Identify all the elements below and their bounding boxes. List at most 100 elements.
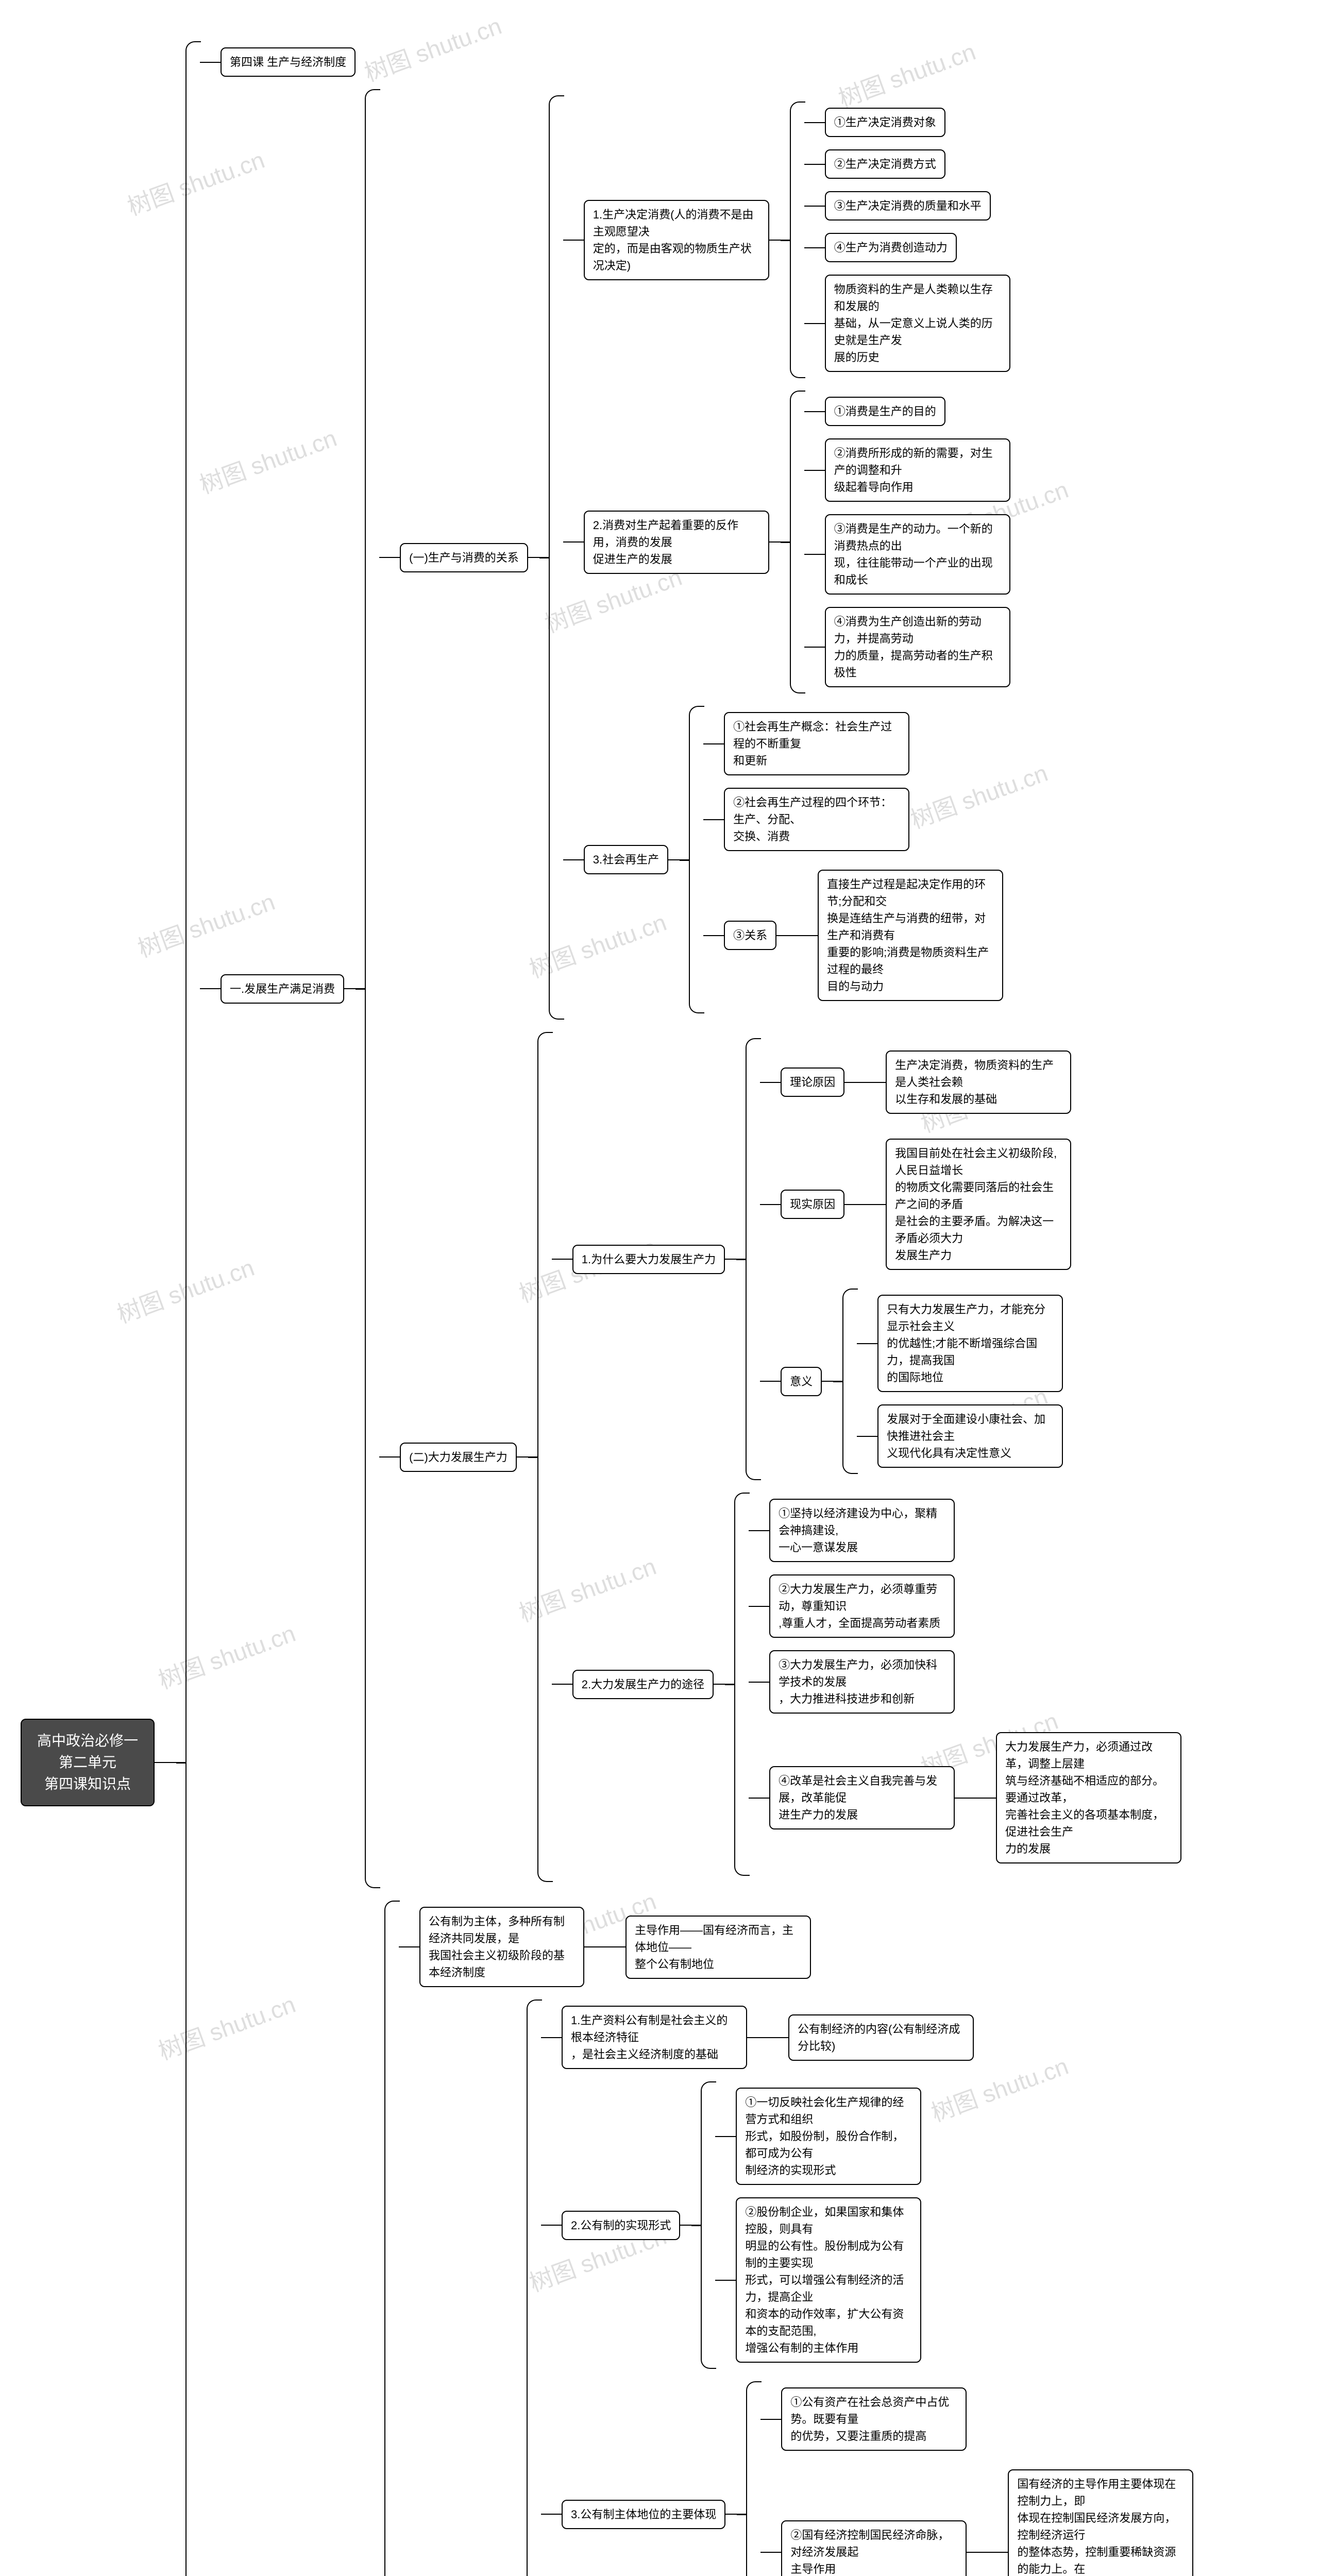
branch: ③关系 直接生产过程是起决定作用的环节;分配和交 换是连结生产与消费的纽带，对生产…	[703, 863, 1003, 1007]
root-children: 第四课 生产与经济制度一.发展生产满足消费 (一)生产与消费的关系 1.生产决定消费…	[200, 41, 1215, 2576]
branch: 主导作用——国有经济而言，主体地位—— 整个公有制地位	[605, 1916, 811, 1979]
node: ③生产决定消费的质量和水平	[825, 191, 991, 221]
branch: 生产决定消费，物质资料的生产是人类社会赖 以生存和发展的基础	[865, 1050, 1071, 1114]
branch: ③大力发展生产力，必须加快科学技术的发展 ，大力推进科技进步和创新	[749, 1650, 1181, 1714]
children: ①社会再生产概念：社会生产过程的不断重复 和更新 ②社会再生产过程的四个环节：生产…	[703, 706, 1003, 1013]
branch: 1.为什么要大力发展生产力 理论原因 生产决定消费，物质资料的生产是人类社会赖 以生…	[552, 1038, 1181, 1480]
children: 主导作用——国有经济而言，主体地位—— 整个公有制地位	[605, 1909, 811, 1985]
branch: 只有大力发展生产力，才能充分显示社会主义 的优越性;才能不断增强综合国力，提高我…	[857, 1295, 1063, 1392]
node: ③消费是生产的动力。一个新的消费热点的出 现，往往能带动一个产业的出现和成长	[825, 514, 1010, 595]
node: 2.公有制的实现形式	[562, 2211, 680, 2240]
children: ①消费是生产的目的 ②消费所形成的新的需要，对生产的调整和升 级起着导向作用 ③消费…	[804, 391, 1010, 693]
branch: 国有经济的主导作用主要体现在控制力上，即 体现在控制国民经济发展方向，控制经济运…	[987, 2469, 1193, 2576]
node: 1.为什么要大力发展生产力	[572, 1245, 725, 1274]
children: 生产决定消费，物质资料的生产是人类社会赖 以生存和发展的基础	[865, 1044, 1071, 1120]
branch: ①社会再生产概念：社会生产过程的不断重复 和更新	[703, 712, 1003, 775]
node: 理论原因	[781, 1067, 844, 1097]
node: 现实原因	[781, 1190, 844, 1219]
branch: ②社会再生产过程的四个环节：生产、分配、 交换、消费	[703, 788, 1003, 851]
children: 理论原因 生产决定消费，物质资料的生产是人类社会赖 以生存和发展的基础现实原因 我国…	[760, 1038, 1071, 1480]
node: 发展对于全面建设小康社会、加快推进社会主 义现代化具有决定性意义	[877, 1404, 1063, 1468]
children: 国有经济的主导作用主要体现在控制力上，即 体现在控制国民经济发展方向，控制经济运…	[987, 2463, 1193, 2576]
node: 2.大力发展生产力的途径	[572, 1670, 714, 1699]
branch: ①消费是生产的目的	[804, 397, 1010, 426]
children: (一)生产与消费的关系 1.生产决定消费(人的消费不是由主观愿望决 定的，而是由客…	[379, 89, 1181, 1888]
node: ①公有资产在社会总资产中占优势。既要有量 的优势，又要注重质的提高	[781, 2387, 967, 2451]
root-node: 高中政治必修一第二单元 第四课知识点	[21, 1719, 155, 1806]
node: 生产决定消费，物质资料的生产是人类社会赖 以生存和发展的基础	[886, 1050, 1071, 1114]
branch: 2.消费对生产起着重要的反作用，消费的发展 促进生产的发展 ①消费是生产的目的 ②消…	[563, 391, 1010, 693]
node: 直接生产过程是起决定作用的环节;分配和交 换是连结生产与消费的纽带，对生产和消费…	[818, 870, 1003, 1001]
branch: 理论原因 生产决定消费，物质资料的生产是人类社会赖 以生存和发展的基础	[760, 1044, 1071, 1120]
children: 大力发展生产力，必须通过改革，调整上层建 筑与经济基础不相适应的部分。要通过改革…	[975, 1726, 1181, 1870]
branch: 发展对于全面建设小康社会、加快推进社会主 义现代化具有决定性意义	[857, 1404, 1063, 1468]
branch: 3.公有制主体地位的主要体现①公有资产在社会总资产中占优势。既要有量 的优势，又…	[541, 2381, 1215, 2576]
branch: ②股份制企业，如果国家和集体控股，则具有 明显的公有性。股份制成为公有制的主要实…	[715, 2197, 921, 2363]
node: ②大力发展生产力，必须尊重劳动，尊重知识 ,尊重人才，全面提高劳动者素质	[769, 1574, 955, 1638]
node: ②社会再生产过程的四个环节：生产、分配、 交换、消费	[724, 788, 909, 851]
children: 1.为什么要大力发展生产力 理论原因 生产决定消费，物质资料的生产是人类社会赖 以生…	[552, 1032, 1181, 1882]
node: 2.消费对生产起着重要的反作用，消费的发展 促进生产的发展	[584, 511, 769, 574]
branch: 现实原因 我国目前处在社会主义初级阶段,人民日益增长 的物质文化需要同落后的社会生…	[760, 1132, 1071, 1276]
node: 大力发展生产力，必须通过改革，调整上层建 筑与经济基础不相适应的部分。要通过改革…	[996, 1732, 1181, 1863]
branch: 直接生产过程是起决定作用的环节;分配和交 换是连结生产与消费的纽带，对生产和消费…	[797, 870, 1003, 1001]
children: 直接生产过程是起决定作用的环节;分配和交 换是连结生产与消费的纽带，对生产和消费…	[797, 863, 1003, 1007]
node: ①坚持以经济建设为中心，聚精会神搞建设, 一心一意谋发展	[769, 1499, 955, 1562]
node: 一.发展生产满足消费	[221, 974, 344, 1004]
node: ④改革是社会主义自我完善与发展，改革能促 进生产力的发展	[769, 1766, 955, 1829]
node: ②生产决定消费方式	[825, 149, 945, 179]
branch: ②消费所形成的新的需要，对生产的调整和升 级起着导向作用	[804, 438, 1010, 502]
children: ①公有资产在社会总资产中占优势。既要有量 的优势，又要注重质的提高 ②国有经济控制…	[760, 2381, 1193, 2576]
node: (二)大力发展生产力	[400, 1443, 517, 1472]
node: ②消费所形成的新的需要，对生产的调整和升 级起着导向作用	[825, 438, 1010, 502]
node: ④生产为消费创造动力	[825, 233, 957, 262]
node: ①一切反映社会化生产规律的经营方式和组织 形式，如股份制，股份合作制，都可成为公…	[736, 2088, 921, 2185]
node: ②股份制企业，如果国家和集体控股，则具有 明显的公有性。股份制成为公有制的主要实…	[736, 2197, 921, 2363]
node: 公有制为主体，多种所有制经济共同发展，是 我国社会主义初级阶段的基本经济制度	[419, 1907, 584, 1987]
node: 意义	[781, 1367, 822, 1396]
node: 3.社会再生产	[584, 845, 668, 874]
children: 公有制经济的内容(公有制经济成分比较)	[768, 2008, 974, 2067]
branch: 第四课 生产与经济制度	[200, 47, 1215, 77]
children: 我国目前处在社会主义初级阶段,人民日益增长 的物质文化需要同落后的社会生产之间的…	[865, 1132, 1071, 1276]
node: 物质资料的生产是人类赖以生存和发展的 基础，从一定意义上说人类的历史就是生产发 …	[825, 275, 1010, 372]
node: ③关系	[724, 921, 776, 950]
node: (一)生产与消费的关系	[400, 543, 528, 572]
node: 国有经济的主导作用主要体现在控制力上，即 体现在控制国民经济发展方向，控制经济运…	[1008, 2469, 1193, 2576]
children: 1.生产决定消费(人的消费不是由主观愿望决 定的，而是由客观的物质生产状况决定)…	[563, 95, 1010, 1020]
branch: 我国目前处在社会主义初级阶段,人民日益增长 的物质文化需要同落后的社会生产之间的…	[865, 1139, 1071, 1270]
node: ①消费是生产的目的	[825, 397, 945, 426]
children: ①一切反映社会化生产规律的经营方式和组织 形式，如股份制，股份合作制，都可成为公…	[715, 2081, 921, 2369]
branch: ①坚持以经济建设为中心，聚精会神搞建设, 一心一意谋发展	[749, 1499, 1181, 1562]
mind-map: 高中政治必修一第二单元 第四课知识点 第四课 生产与经济制度一.发展生产满足消费…	[21, 41, 1298, 2576]
branch: ①公有资产在社会总资产中占优势。既要有量 的优势，又要注重质的提高	[760, 2387, 1193, 2451]
node: 我国目前处在社会主义初级阶段,人民日益增长 的物质文化需要同落后的社会生产之间的…	[886, 1139, 1071, 1270]
branch: 公有制经济的内容(公有制经济成分比较)	[768, 2014, 974, 2061]
branch: ②国有经济控制国民经济命脉，对经济发展起 主导作用国有经济的主导作用主要体现在控…	[760, 2463, 1193, 2576]
node: 1.生产决定消费(人的消费不是由主观愿望决 定的，而是由客观的物质生产状况决定)	[584, 200, 769, 280]
children: 公有制为主体，多种所有制经济共同发展，是 我国社会主义初级阶段的基本经济制度主导…	[399, 1901, 1215, 2576]
branch: ④改革是社会主义自我完善与发展，改革能促 进生产力的发展大力发展生产力，必须通过…	[749, 1726, 1181, 1870]
branch: 大力发展生产力，必须通过改革，调整上层建 筑与经济基础不相适应的部分。要通过改革…	[975, 1732, 1181, 1863]
branch: ①生产决定消费对象	[804, 108, 1010, 137]
branch: 意义 只有大力发展生产力，才能充分显示社会主义 的优越性;才能不断增强综合国力，提…	[760, 1289, 1071, 1474]
branch: ④生产为消费创造动力	[804, 233, 1010, 262]
children: ①生产决定消费对象 ②生产决定消费方式 ③生产决定消费的质量和水平 ④生产为消费创造动…	[804, 101, 1010, 378]
node: 第四课 生产与经济制度	[221, 47, 356, 77]
node: 公有制经济的内容(公有制经济成分比较)	[788, 2014, 974, 2061]
node: 只有大力发展生产力，才能充分显示社会主义 的优越性;才能不断增强综合国力，提高我…	[877, 1295, 1063, 1392]
children: 1.生产资料公有制是社会主义的根本经济特征 ，是社会主义经济制度的基础公有制经济…	[541, 1999, 1215, 2576]
node: ①生产决定消费对象	[825, 108, 945, 137]
branch: 1.生产决定消费(人的消费不是由主观愿望决 定的，而是由客观的物质生产状况决定)…	[563, 101, 1010, 378]
branch: ②大力发展生产力，必须尊重劳动，尊重知识 ,尊重人才，全面提高劳动者素质	[749, 1574, 1181, 1638]
branch: (二)大力发展生产力 1.为什么要大力发展生产力 理论原因 生产决定消费，物质资料的生…	[379, 1032, 1181, 1882]
branch: 物质资料的生产是人类赖以生存和发展的 基础，从一定意义上说人类的历史就是生产发 …	[804, 275, 1010, 372]
children: 只有大力发展生产力，才能充分显示社会主义 的优越性;才能不断增强综合国力，提高我…	[857, 1289, 1063, 1474]
branch: ③生产决定消费的质量和水平	[804, 191, 1010, 221]
node: ④消费为生产创造出新的劳动力，并提高劳动 力的质量，提高劳动者的生产积极性	[825, 607, 1010, 687]
node: ①社会再生产概念：社会生产过程的不断重复 和更新	[724, 712, 909, 775]
branch: 二．我国的基本经济制度公有制为主体，多种所有制经济共同发展，是 我国社会主义初级…	[200, 1901, 1215, 2576]
node: ②国有经济控制国民经济命脉，对经济发展起 主导作用	[781, 2520, 967, 2576]
branch: (一)生产与消费的关系 1.生产决定消费(人的消费不是由主观愿望决 定的，而是由客…	[379, 95, 1181, 1020]
node: ③大力发展生产力，必须加快科学技术的发展 ，大力推进科技进步和创新	[769, 1650, 955, 1714]
